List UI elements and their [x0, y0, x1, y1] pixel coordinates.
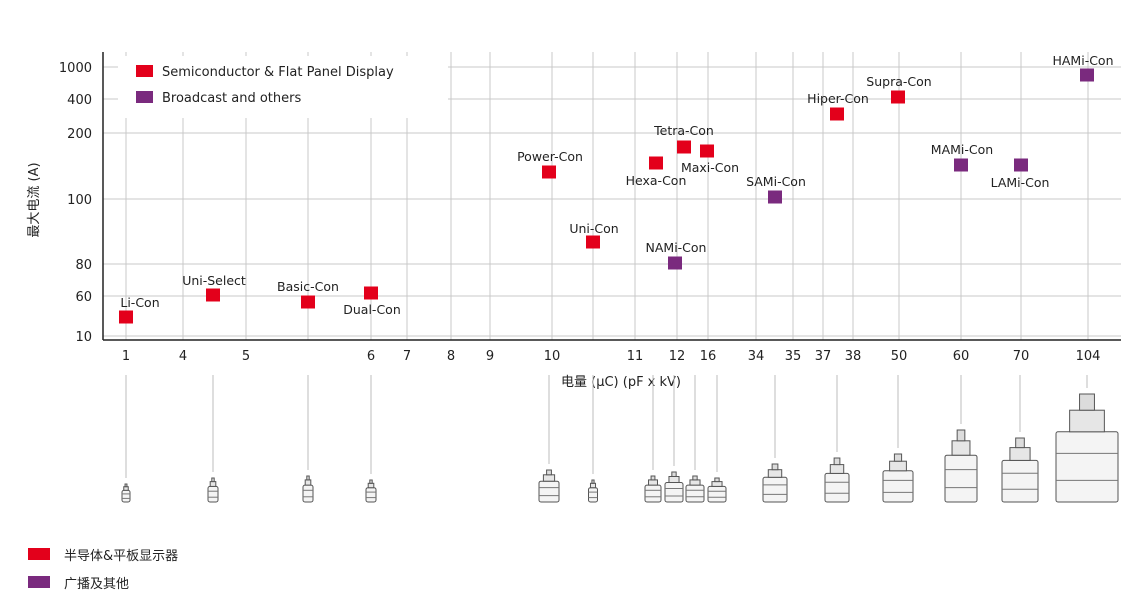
- x-tick-labels: 1 4 5 6 7 8 9 10 11 12 16 34 35 37 38 50 60 70 104: [122, 349, 1101, 364]
- label-dual-con: Dual-Con: [343, 302, 401, 317]
- capacitor-illustration: [1001, 437, 1039, 503]
- label-hiper-con: Hiper-Con: [807, 91, 869, 106]
- x-axis-title: 电量 (µC) (pF x kV): [561, 375, 681, 390]
- y-tick-labels: 10 60 80 100 200 400 1000: [59, 61, 92, 345]
- y-tick-label: 80: [75, 258, 92, 273]
- bottom-legend-item-semiconductor: 半导体&平板显示器: [28, 540, 178, 568]
- y-tick-label: 100: [67, 193, 92, 208]
- chart-legend: Semiconductor & Flat Panel Display Broad…: [118, 56, 448, 118]
- product-illustrations: [121, 375, 1119, 503]
- label-maxi-con: Maxi-Con: [681, 160, 739, 175]
- x-tick-label: 4: [179, 349, 187, 364]
- label-uni-con: Uni-Con: [569, 221, 618, 236]
- x-tick-label: 38: [845, 349, 862, 364]
- axes: [102, 52, 1121, 341]
- capacitor-illustration: [588, 479, 598, 503]
- x-tick-label: 104: [1076, 349, 1101, 364]
- chart-svg: 10 60 80 100 200 400 1000 1 4 5 6 7 8 9 10 11 12 16 34 35 3…: [27, 52, 1121, 503]
- marker-nami-con: [668, 256, 682, 270]
- y-tick-label: 10: [75, 330, 92, 345]
- capacitor-illustration: [685, 475, 705, 503]
- capacitor-illustration: [121, 483, 131, 503]
- x-tick-label: 9: [486, 349, 494, 364]
- marker-hami-con: [1080, 68, 1094, 82]
- capacitor-illustration: [644, 475, 662, 503]
- marker-uni-select: [206, 288, 220, 302]
- capacitor-illustration: [538, 469, 560, 503]
- label-lami-con: LAMi-Con: [991, 175, 1050, 190]
- x-tick-label: 34: [748, 349, 765, 364]
- marker-maxi-con: [700, 144, 714, 158]
- bottom-legend-swatch-semiconductor: [28, 548, 50, 560]
- label-basic-con: Basic-Con: [277, 279, 339, 294]
- capacitor-illustration: [207, 477, 219, 503]
- legend-swatch-semiconductor: [136, 65, 153, 77]
- bottom-legend: 半导体&平板显示器 广播及其他: [28, 540, 178, 596]
- legend-label-broadcast: Broadcast and others: [162, 91, 301, 106]
- y-axis-title: 最大电流 (A): [27, 162, 42, 237]
- marker-mami-con: [954, 158, 968, 172]
- label-power-con: Power-Con: [517, 149, 583, 164]
- x-tick-label: 50: [891, 349, 908, 364]
- x-tick-label: 35: [785, 349, 802, 364]
- x-tick-label: 11: [627, 349, 644, 364]
- label-uni-select: Uni-Select: [182, 273, 246, 288]
- x-tick-label: 7: [403, 349, 411, 364]
- marker-hexa-con: [649, 156, 663, 170]
- data-points: Li-Con Uni-Select Basic-Con Dual-Con Power-C…: [119, 53, 1114, 324]
- marker-li-con: [119, 310, 133, 324]
- marker-dual-con: [364, 286, 378, 300]
- legend-background: [118, 56, 448, 118]
- bottom-legend-item-broadcast: 广播及其他: [28, 568, 178, 596]
- label-li-con: Li-Con: [120, 295, 159, 310]
- marker-uni-con: [586, 235, 600, 249]
- y-tick-label: 200: [67, 127, 92, 142]
- capacitor-illustration: [365, 479, 377, 503]
- capacitor-illustration: [944, 429, 978, 503]
- label-sami-con: SAMi-Con: [746, 174, 806, 189]
- y-tick-label: 400: [67, 93, 92, 108]
- bottom-legend-label-semiconductor: 半导体&平板显示器: [64, 548, 179, 564]
- x-tick-label: 6: [367, 349, 375, 364]
- x-tick-label: 10: [544, 349, 561, 364]
- label-supra-con: Supra-Con: [866, 74, 931, 89]
- x-tick-label: 37: [815, 349, 832, 364]
- x-tick-label: 1: [122, 349, 130, 364]
- y-tick-label: 1000: [59, 61, 92, 76]
- marker-supra-con: [891, 90, 905, 104]
- marker-sami-con: [768, 190, 782, 204]
- legend-label-semiconductor: Semiconductor & Flat Panel Display: [162, 65, 394, 80]
- marker-hiper-con: [830, 107, 844, 121]
- marker-tetra-con: [677, 140, 691, 154]
- capacitor-illustration: [664, 471, 684, 503]
- marker-basic-con: [301, 295, 315, 309]
- bottom-legend-label-broadcast: 广播及其他: [64, 576, 130, 592]
- label-hexa-con: Hexa-Con: [626, 173, 687, 188]
- legend-swatch-broadcast: [136, 91, 153, 103]
- label-nami-con: NAMi-Con: [646, 240, 707, 255]
- marker-lami-con: [1014, 158, 1028, 172]
- x-tick-label: 8: [447, 349, 455, 364]
- x-tick-label: 60: [953, 349, 970, 364]
- capacitor-illustration: [302, 475, 314, 503]
- x-tick-label: 12: [669, 349, 686, 364]
- label-mami-con: MAMi-Con: [931, 142, 993, 157]
- capacitor-illustration: [882, 453, 914, 503]
- y-tick-label: 60: [75, 290, 92, 305]
- capacitor-illustration: [1055, 393, 1119, 503]
- x-tick-label: 70: [1013, 349, 1030, 364]
- bottom-legend-swatch-broadcast: [28, 576, 50, 588]
- capacitor-illustration: [824, 457, 850, 503]
- capacitor-illustration: [707, 477, 727, 503]
- capacitor-illustration: [762, 463, 788, 503]
- label-hami-con: HAMi-Con: [1052, 53, 1113, 68]
- label-tetra-con: Tetra-Con: [653, 123, 714, 138]
- marker-power-con: [542, 165, 556, 179]
- x-tick-label: 5: [242, 349, 250, 364]
- x-tick-label: 16: [700, 349, 717, 364]
